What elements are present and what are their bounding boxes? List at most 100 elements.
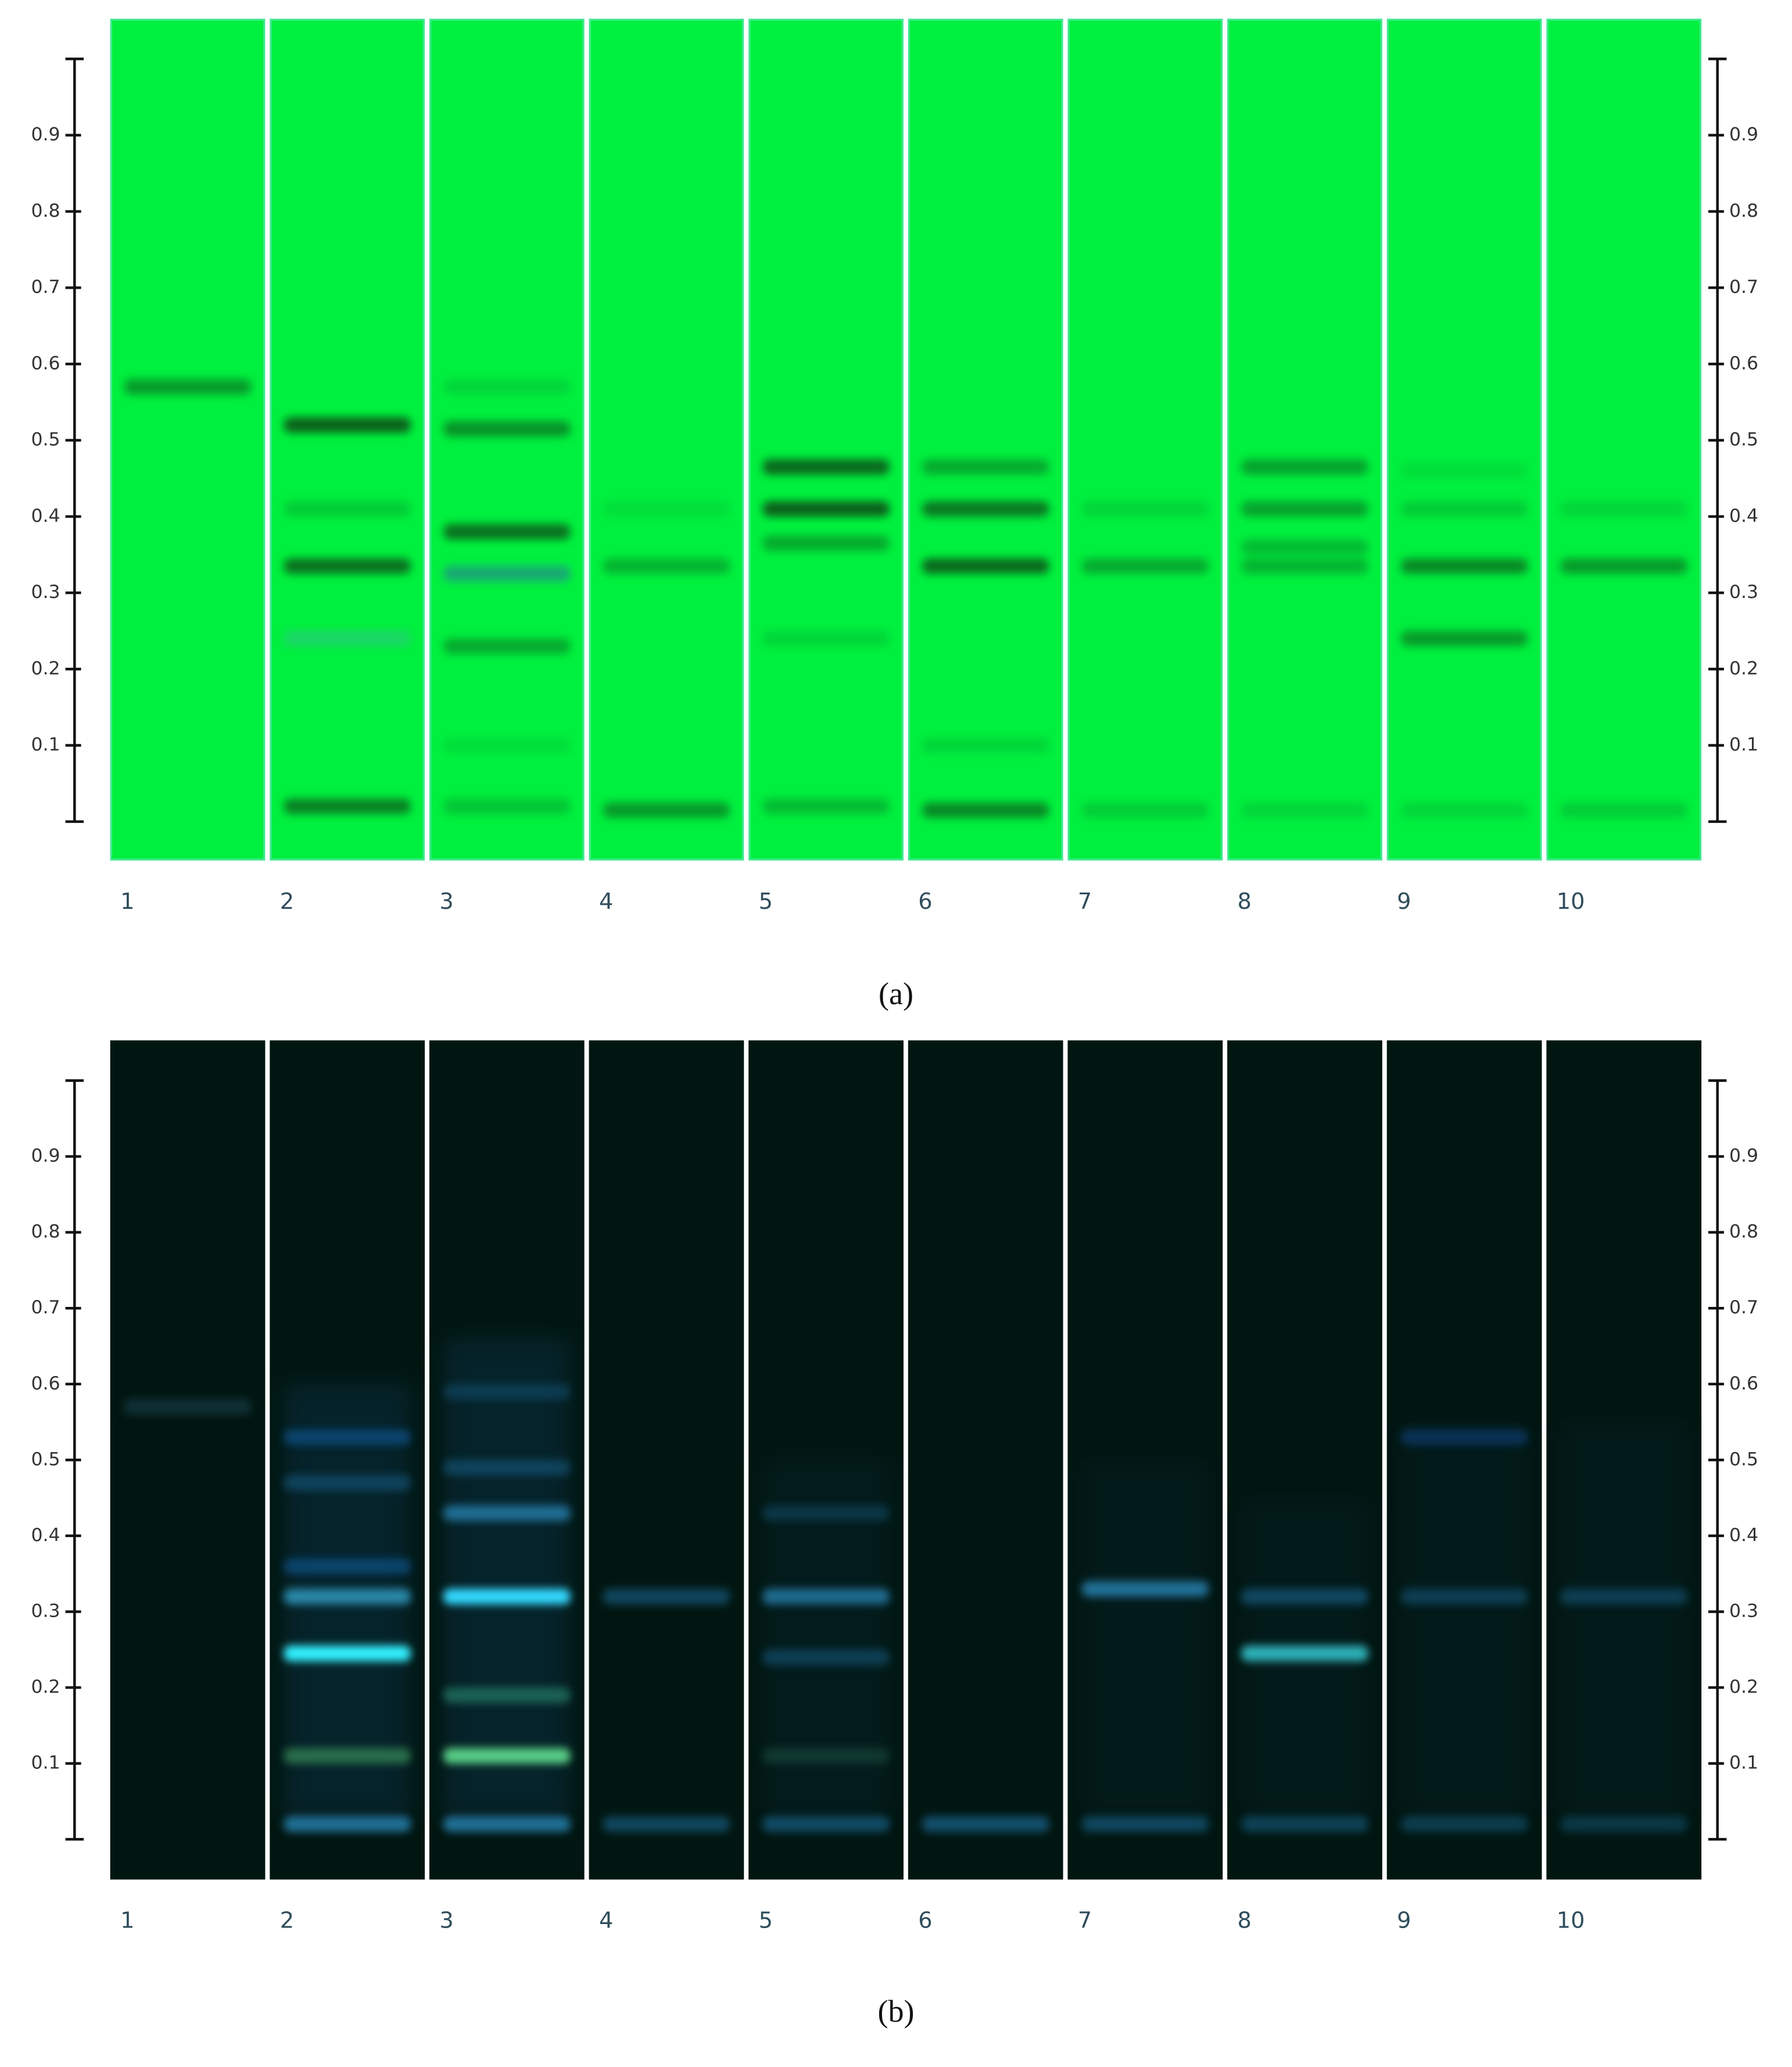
band <box>284 1475 411 1491</box>
scale-tick-label: 0.4 <box>1729 506 1758 526</box>
band <box>1560 501 1687 517</box>
band <box>443 1505 571 1521</box>
band <box>284 558 411 574</box>
scale-tick-label: 0.8 <box>31 1221 60 1242</box>
scale-tick-label: 0.4 <box>31 1525 60 1546</box>
lane-label: 9 <box>1397 889 1411 915</box>
band <box>284 1645 411 1661</box>
band <box>762 1748 890 1764</box>
band <box>284 1588 411 1604</box>
band <box>1560 558 1687 574</box>
band <box>1081 558 1209 574</box>
scale-tick-label: 0.6 <box>1729 1373 1758 1394</box>
lane-label: 8 <box>1238 1907 1252 1933</box>
lane-label: 2 <box>280 1907 294 1933</box>
lane-label: 1 <box>120 889 134 915</box>
band <box>443 421 571 437</box>
scale-tick-label: 0.9 <box>1729 1145 1758 1166</box>
band <box>762 1649 890 1665</box>
band <box>1081 1816 1209 1832</box>
band <box>1241 802 1368 818</box>
band <box>922 459 1049 475</box>
plate: 1 2 3 4 5 6 7 8 9 10 0.1 0.2 0.3 0.4 0.5 0.6 0.7 0.8 0.9 0.… <box>31 19 1758 1011</box>
band <box>284 798 411 815</box>
lane-label: 7 <box>1078 889 1092 915</box>
lane-label: 1 <box>120 1907 134 1933</box>
band <box>443 524 571 540</box>
lane-track <box>748 19 904 861</box>
band <box>1400 501 1528 517</box>
lane-label: 3 <box>439 889 453 915</box>
band <box>1241 1588 1368 1604</box>
panel-caption: (b) <box>878 1994 915 2029</box>
band <box>922 737 1049 754</box>
band <box>1560 1588 1687 1604</box>
smear <box>1560 1422 1687 1817</box>
scale-tick-label: 0.3 <box>31 582 60 603</box>
band <box>762 1588 890 1604</box>
band <box>762 1816 890 1832</box>
band <box>1081 1581 1209 1597</box>
smear <box>1081 1460 1209 1817</box>
band <box>762 459 890 475</box>
band <box>762 798 890 815</box>
lane-label: 6 <box>918 889 932 915</box>
band <box>603 558 730 574</box>
band <box>443 1384 571 1400</box>
scale-tick-label: 0.9 <box>31 1145 60 1166</box>
band <box>1560 802 1687 818</box>
band <box>603 1816 730 1832</box>
band <box>284 631 411 647</box>
scale-tick-label: 0.8 <box>1729 1221 1758 1242</box>
band <box>762 631 890 647</box>
band <box>1081 501 1209 517</box>
band <box>1400 463 1528 479</box>
scale-tick-label: 0.3 <box>1729 582 1758 603</box>
scale-tick-label: 0.5 <box>1729 1449 1758 1470</box>
band <box>1560 1816 1687 1832</box>
band <box>922 558 1049 574</box>
scale-tick-label: 0.8 <box>1729 200 1758 221</box>
scale-tick-label: 0.2 <box>1729 658 1758 679</box>
band <box>1241 1645 1368 1661</box>
scale-tick-label: 0.3 <box>1729 1600 1758 1621</box>
band <box>762 535 890 551</box>
lane-track <box>1546 19 1702 861</box>
band <box>603 501 730 517</box>
band <box>922 501 1049 517</box>
band <box>922 802 1049 818</box>
band <box>1241 501 1368 517</box>
lane-label: 8 <box>1238 889 1252 915</box>
band <box>1400 631 1528 647</box>
scale-tick-label: 0.5 <box>31 1449 60 1470</box>
scale-tick-label: 0.7 <box>31 277 60 298</box>
band <box>1400 1588 1528 1604</box>
band <box>1400 558 1528 574</box>
lane-track <box>110 1040 266 1880</box>
band <box>443 565 571 582</box>
lane-track <box>908 1040 1063 1880</box>
smear <box>1400 1422 1528 1817</box>
scale-tick-label: 0.5 <box>31 429 60 450</box>
plate: 1 2 3 4 5 6 7 8 9 10 0.1 0.2 0.3 0.4 0.5 0.6 0.7 0.8 0.9 0.… <box>31 1040 1758 2029</box>
band <box>603 1588 730 1604</box>
lane-track <box>1227 19 1382 861</box>
band <box>1400 1429 1528 1445</box>
lane-label: 10 <box>1557 889 1585 915</box>
band <box>1081 802 1209 818</box>
scale-tick-label: 0.5 <box>1729 429 1758 450</box>
band <box>284 501 411 517</box>
smear <box>443 1338 571 1817</box>
band <box>124 1399 252 1415</box>
band <box>443 1748 571 1764</box>
lane-track <box>429 19 585 861</box>
scale-tick-label: 0.6 <box>31 353 60 374</box>
lane-label: 9 <box>1397 1907 1411 1933</box>
lane-label: 4 <box>599 1907 613 1933</box>
scale-tick-label: 0.2 <box>31 658 60 679</box>
scale-tick-label: 0.4 <box>1729 1525 1758 1546</box>
scale-tick-label: 0.2 <box>1729 1676 1758 1697</box>
scale-tick-label: 0.1 <box>1729 1753 1758 1774</box>
